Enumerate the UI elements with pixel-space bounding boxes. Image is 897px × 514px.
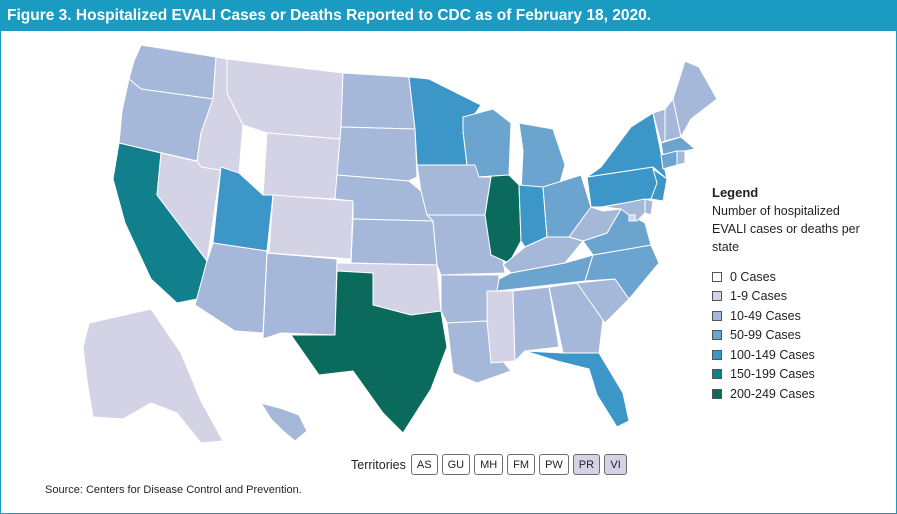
- legend-swatch: [712, 349, 722, 360]
- legend-item: 200-249 Cases: [712, 384, 892, 404]
- state-ny: [586, 112, 668, 180]
- territory-as: AS: [410, 454, 438, 475]
- legend-swatch: [712, 388, 722, 399]
- legend-label: 50-99 Cases: [730, 328, 801, 343]
- state-az: [194, 242, 268, 334]
- legend: Legend Number of hospitalized EVALI case…: [712, 185, 892, 404]
- territories-label: Territories: [351, 457, 406, 472]
- state-de: [644, 198, 654, 216]
- territory-vi: VI: [604, 454, 628, 475]
- state-ri: [676, 150, 686, 166]
- state-nm: [262, 252, 338, 340]
- legend-label: 200-249 Cases: [730, 386, 815, 401]
- legend-label: 1-9 Cases: [730, 289, 787, 304]
- legend-item: 10-49 Cases: [712, 306, 892, 326]
- legend-swatch: [712, 310, 722, 321]
- legend-label: 100-149 Cases: [730, 347, 815, 362]
- us-map: [82, 44, 718, 444]
- state-co: [268, 194, 354, 260]
- figure-header: Figure 3. Hospitalized EVALI Cases or De…: [1, 1, 896, 31]
- legend-label: 150-199 Cases: [730, 367, 815, 382]
- source-note: Source: Centers for Disease Control and …: [45, 484, 302, 496]
- territory-mh: MH: [474, 454, 504, 475]
- territory-pr: PR: [572, 454, 601, 475]
- legend-title: Legend: [712, 185, 759, 200]
- legend-item: 0 Cases: [712, 267, 892, 287]
- legend-label: 10-49 Cases: [730, 308, 801, 323]
- legend-item: 100-149 Cases: [712, 345, 892, 365]
- state-fl: [524, 350, 630, 428]
- territory-fm: FM: [507, 454, 536, 475]
- state-wy: [262, 132, 342, 200]
- state-sd: [336, 126, 418, 182]
- legend-swatch: [712, 330, 722, 341]
- legend-label: 0 Cases: [730, 269, 776, 284]
- territory-gu: GU: [441, 454, 471, 475]
- figure-title: Figure 3. Hospitalized EVALI Cases or De…: [7, 7, 651, 24]
- legend-item: 50-99 Cases: [712, 326, 892, 346]
- state-me: [672, 60, 718, 138]
- state-in: [518, 184, 548, 248]
- legend-swatch: [712, 291, 722, 302]
- legend-swatch: [712, 271, 722, 282]
- state-ms: [486, 290, 516, 364]
- legend-item: 150-199 Cases: [712, 365, 892, 385]
- legend-subtitle: Number of hospitalized EVALI cases or de…: [712, 204, 860, 254]
- territories-row: Territories AS GU MH FM PW PR VI: [351, 454, 631, 475]
- state-ma: [660, 136, 696, 156]
- state-ak: [82, 308, 224, 444]
- state-tx: [290, 270, 448, 434]
- territory-pw: PW: [539, 454, 569, 475]
- state-nd: [340, 72, 416, 130]
- state-dc: [628, 214, 636, 222]
- state-ks: [350, 218, 438, 266]
- state-hi: [260, 402, 308, 442]
- legend-swatch: [712, 369, 722, 380]
- state-al: [512, 286, 560, 362]
- state-mt: [226, 58, 344, 140]
- state-nj: [650, 168, 668, 202]
- legend-item: 1-9 Cases: [712, 287, 892, 307]
